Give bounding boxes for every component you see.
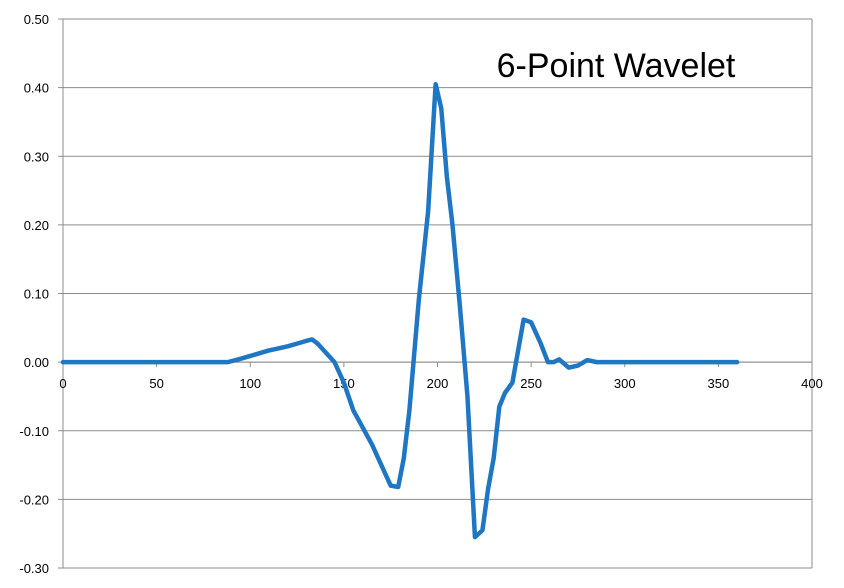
y-tick-label: -0.30	[19, 561, 49, 576]
x-tick-label: 100	[239, 376, 261, 391]
chart-title: 6-Point Wavelet	[497, 47, 736, 85]
y-tick-label: 0.10	[24, 287, 49, 302]
x-tick-label: 350	[708, 376, 730, 391]
x-tick-label: 400	[801, 376, 823, 391]
y-tick-label: 0.30	[24, 149, 49, 164]
y-tick-label: 0.20	[24, 218, 49, 233]
y-tick-label: -0.10	[19, 424, 49, 439]
series-layer	[60, 81, 740, 540]
y-tick-label: 0.40	[24, 81, 49, 96]
x-tick-label: 300	[614, 376, 636, 391]
y-tick-label: 0.50	[24, 12, 49, 27]
x-tick-labels: 0 50 100 150 200 250 300 350 400	[59, 376, 822, 391]
x-tick-label: 0	[59, 376, 66, 391]
y-tick-label: 0.00	[24, 355, 49, 370]
x-tick-label: 250	[520, 376, 542, 391]
x-tick-label: 50	[149, 376, 163, 391]
series-line-0	[60, 81, 740, 540]
y-tick-labels: 0.50 0.40 0.30 0.20 0.10 0.00 -0.10 -0.20 -0.30	[19, 12, 49, 576]
x-tick-label: 200	[427, 376, 449, 391]
y-tick-label: -0.20	[19, 492, 49, 507]
